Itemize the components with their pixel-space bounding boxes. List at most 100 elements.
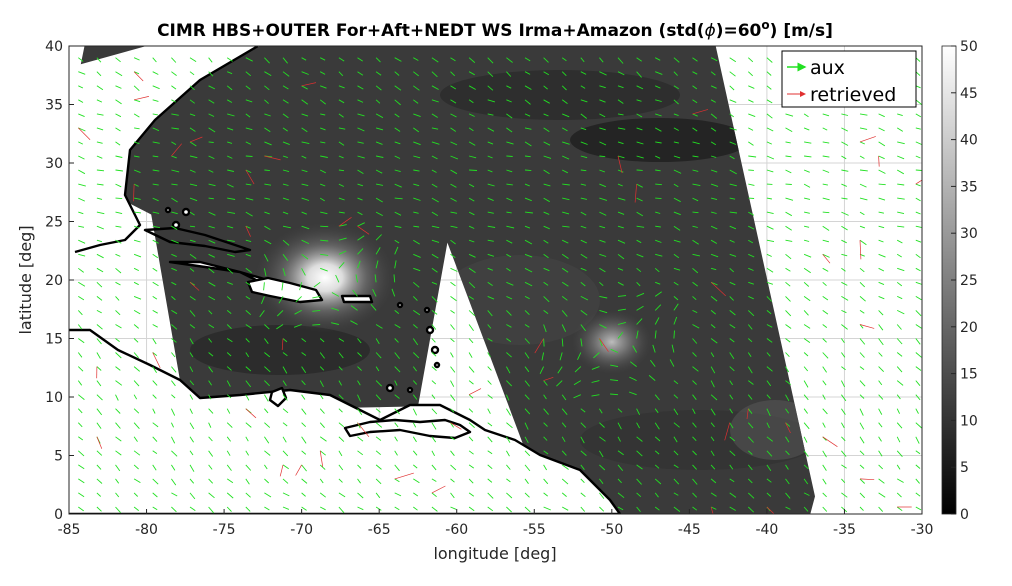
aux-wind-vector: [561, 281, 569, 287]
aux-wind-vector: [841, 211, 849, 216]
aux-wind-vector: [115, 324, 122, 329]
aux-wind-vector: [822, 478, 827, 485]
aux-wind-vector: [636, 330, 639, 339]
aux-wind-vector: [264, 394, 269, 402]
retrieved-wind-vector: [281, 338, 284, 351]
aux-wind-vector: [171, 141, 177, 145]
aux-wind-vector: [189, 338, 194, 345]
aux-wind-vector: [636, 197, 643, 202]
aux-wind-vector: [357, 57, 363, 62]
aux-wind-vector: [264, 127, 271, 133]
aux-wind-vector: [394, 506, 400, 511]
aux-wind-vector: [338, 211, 345, 214]
aux-wind-vector: [655, 225, 661, 228]
aux-wind-vector: [394, 211, 402, 216]
aux-wind-vector: [896, 281, 903, 287]
aux-wind-vector: [96, 352, 101, 359]
aux-wind-vector: [487, 183, 495, 187]
aux-wind-vector: [822, 225, 830, 231]
aux-wind-vector: [561, 408, 568, 415]
aux-wind-vector: [580, 295, 589, 301]
aux-wind-vector: [319, 408, 325, 414]
retrieved-wind-vector: [357, 422, 370, 438]
aux-wind-vector: [245, 225, 251, 229]
aux-wind-vector: [301, 113, 309, 117]
aux-wind-vector: [115, 253, 121, 257]
aux-wind-vector: [96, 85, 104, 91]
aux-wind-vector: [301, 464, 307, 472]
aux-wind-vector: [599, 422, 605, 428]
aux-wind-vector: [729, 492, 737, 498]
aux-wind-vector: [413, 267, 421, 272]
aux-wind-vector: [859, 310, 865, 314]
aux-wind-vector: [654, 304, 662, 311]
aux-wind-vector: [897, 295, 903, 300]
aux-wind-vector: [189, 253, 197, 259]
aux-wind-vector: [785, 253, 792, 260]
aux-wind-vector: [803, 436, 808, 443]
aux-wind-vector: [152, 85, 160, 90]
aux-wind-vector: [96, 57, 102, 63]
aux-wind-vector: [673, 127, 679, 131]
aux-wind-vector: [189, 155, 198, 159]
aux-wind-vector: [654, 267, 660, 273]
aux-wind-vector: [375, 366, 380, 372]
aux-wind-vector: [524, 394, 530, 400]
aux-wind-vector: [301, 71, 309, 75]
legend-aux-label: aux: [810, 57, 845, 79]
aux-wind-vector: [610, 379, 619, 382]
aux-wind-vector: [617, 253, 625, 260]
aux-wind-vector: [115, 478, 120, 484]
aux-wind-vector: [227, 197, 236, 200]
aux-wind-vector: [431, 408, 438, 415]
aux-wind-vector: [610, 348, 619, 353]
aux-wind-vector: [115, 99, 122, 105]
aux-wind-vector: [785, 492, 791, 499]
aux-wind-vector: [822, 211, 830, 214]
aux-wind-vector: [96, 422, 102, 429]
aux-wind-vector: [543, 492, 548, 497]
aux-wind-vector: [878, 464, 884, 470]
aux-wind-vector: [115, 57, 121, 63]
aux-wind-vector: [747, 506, 755, 513]
aux-wind-vector: [543, 338, 545, 347]
aux-wind-vector: [506, 281, 514, 286]
aux-wind-vector: [673, 380, 679, 385]
aux-wind-vector: [841, 155, 847, 160]
aux-wind-vector: [133, 267, 139, 272]
aux-wind-vector: [468, 338, 474, 344]
aux-wind-vector: [710, 281, 718, 286]
aux-wind-vector: [804, 211, 810, 214]
aux-wind-vector: [710, 169, 718, 173]
aux-wind-vector: [636, 99, 642, 102]
aux-wind-vector: [487, 113, 494, 116]
aux-wind-vector: [599, 464, 606, 471]
aux-wind-vector: [431, 169, 437, 173]
colorbar-tick-label: 10: [960, 413, 978, 429]
aux-wind-vector: [524, 366, 530, 373]
aux-wind-vector: [245, 352, 250, 358]
x-tick-label: -70: [290, 522, 313, 538]
aux-wind-vector: [393, 274, 396, 283]
aux-wind-vector: [171, 478, 177, 486]
aux-wind-vector: [133, 464, 139, 470]
aux-wind-vector: [431, 127, 439, 130]
aux-wind-vector: [650, 359, 656, 367]
aux-wind-vector: [133, 436, 138, 442]
aux-wind-vector: [468, 394, 474, 399]
aux-wind-vector: [115, 85, 122, 89]
aux-wind-vector: [561, 492, 567, 497]
aux-wind-vector: [859, 422, 865, 430]
aux-wind-vector: [394, 225, 402, 228]
aux-wind-vector: [859, 225, 866, 229]
aux-wind-vector: [413, 85, 420, 91]
aux-wind-vector: [897, 113, 903, 117]
aux-wind-vector: [226, 450, 231, 456]
aux-wind-vector: [301, 127, 308, 133]
aux-wind-vector: [655, 211, 661, 214]
aux-wind-vector: [299, 282, 303, 291]
aux-wind-vector: [543, 169, 550, 175]
aux-wind-vector: [413, 324, 418, 329]
aux-wind-vector: [710, 85, 717, 89]
aux-wind-vector: [96, 506, 102, 512]
